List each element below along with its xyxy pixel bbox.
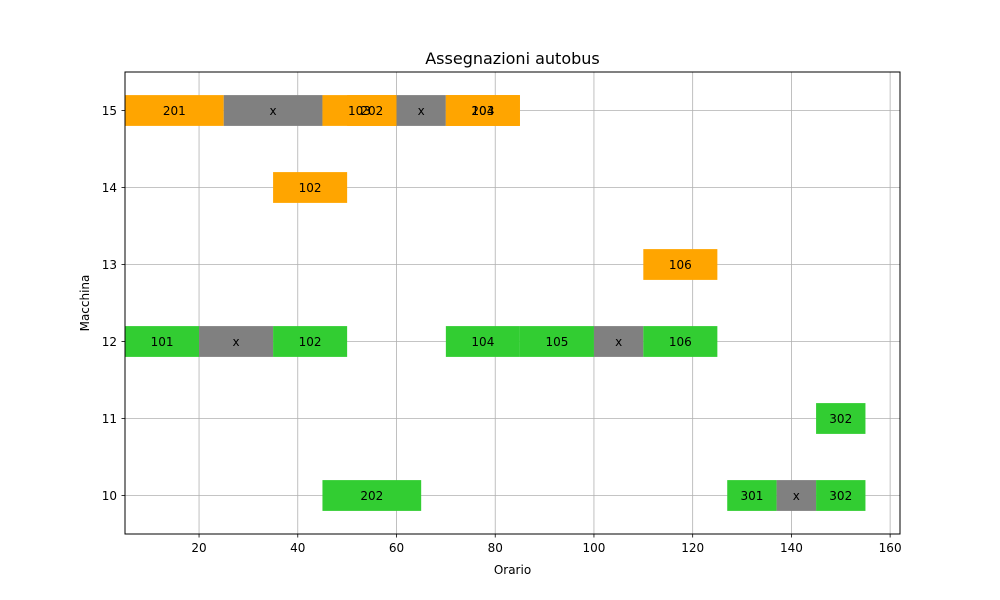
y-tick-label: 12 bbox=[102, 335, 117, 349]
task-bar bbox=[593, 326, 644, 357]
task-bar bbox=[776, 480, 817, 511]
task-bar bbox=[273, 326, 348, 357]
task-bar bbox=[643, 326, 718, 357]
y-tick-label: 10 bbox=[102, 489, 117, 503]
y-tick-label: 11 bbox=[102, 412, 117, 426]
task-bar bbox=[396, 95, 446, 126]
task-bar bbox=[643, 249, 718, 280]
plot-frame bbox=[124, 71, 901, 535]
task-bar bbox=[347, 95, 397, 126]
task-bar bbox=[816, 480, 866, 511]
task-label: x bbox=[793, 489, 800, 503]
x-tick-label: 60 bbox=[389, 541, 404, 555]
task-bar bbox=[445, 95, 520, 126]
task-label: 104 bbox=[471, 335, 494, 349]
task-label: 104 bbox=[471, 104, 494, 118]
task-label: 103 bbox=[348, 104, 371, 118]
task-label: 102 bbox=[299, 335, 322, 349]
task-label: 202 bbox=[360, 104, 383, 118]
x-tick-label: 120 bbox=[681, 541, 704, 555]
task-bar bbox=[519, 326, 594, 357]
task-label: 102 bbox=[299, 181, 322, 195]
x-axis-label: Orario bbox=[494, 563, 531, 577]
x-tick-label: 140 bbox=[780, 541, 803, 555]
task-label: 201 bbox=[163, 104, 186, 118]
task-label: 106 bbox=[669, 335, 692, 349]
task-label: 202 bbox=[360, 489, 383, 503]
task-label: x bbox=[615, 335, 622, 349]
task-bar bbox=[727, 480, 777, 511]
task-label: 105 bbox=[545, 335, 568, 349]
task-bar bbox=[273, 172, 348, 203]
task-bar bbox=[125, 95, 224, 126]
task-label: 101 bbox=[151, 335, 174, 349]
x-tick-label: 80 bbox=[488, 541, 503, 555]
task-bar bbox=[223, 95, 323, 126]
task-bar bbox=[125, 326, 200, 357]
task-bar bbox=[816, 403, 866, 434]
x-tick-label: 40 bbox=[290, 541, 305, 555]
chart-title: Assegnazioni autobus bbox=[425, 49, 600, 68]
task-label: 302 bbox=[829, 489, 852, 503]
task-bar bbox=[322, 480, 422, 511]
ticks: 20 40 60 80 100 120 140 160 10 11 12 13 14 15 bbox=[102, 104, 902, 555]
y-tick-label: 15 bbox=[102, 104, 117, 118]
task-label: 203 bbox=[471, 104, 494, 118]
y-axis-label: Macchina bbox=[78, 275, 92, 332]
task-label: x bbox=[233, 335, 240, 349]
task-label: x bbox=[270, 104, 277, 118]
x-tick-label: 100 bbox=[582, 541, 605, 555]
task-label: 302 bbox=[829, 412, 852, 426]
task-bar bbox=[445, 326, 520, 357]
y-tick-label: 14 bbox=[102, 181, 117, 195]
task-label: x bbox=[418, 104, 425, 118]
task-label: 106 bbox=[669, 258, 692, 272]
x-tick-label: 20 bbox=[191, 541, 206, 555]
task-label: 301 bbox=[740, 489, 763, 503]
y-tick-label: 13 bbox=[102, 258, 117, 272]
x-tick-label: 160 bbox=[879, 541, 902, 555]
task-bar bbox=[199, 326, 274, 357]
